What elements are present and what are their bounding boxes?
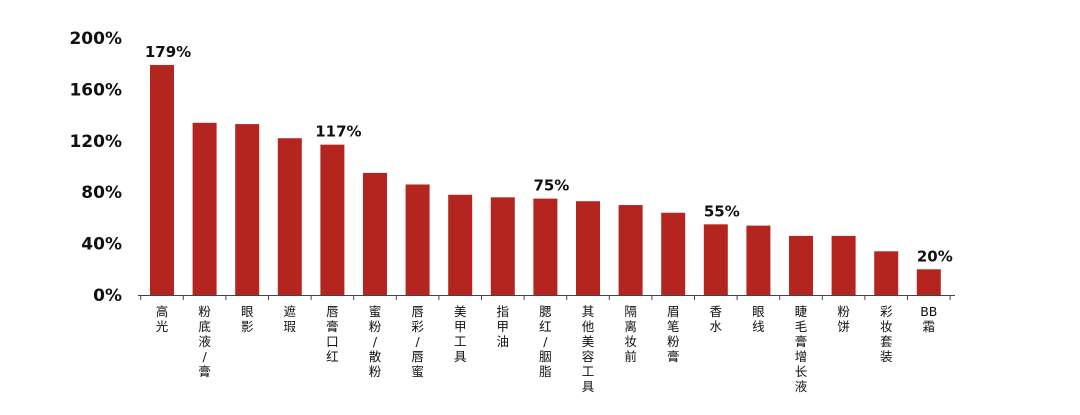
data-label: 55% <box>704 202 740 220</box>
data-label: 179% <box>145 43 191 61</box>
bar <box>490 197 515 295</box>
x-tick-label: BB 霜 <box>920 304 937 334</box>
bar <box>150 64 174 295</box>
bar <box>235 124 260 295</box>
x-tick-label: 眼线 <box>752 304 765 334</box>
data-label: 117% <box>315 123 361 141</box>
bar <box>320 144 345 295</box>
bar <box>576 201 600 295</box>
x-tick-label: 腮红/胭脂 <box>539 304 552 379</box>
x-tick-label: 粉饼 <box>837 304 850 334</box>
y-tick-label: 40% <box>81 235 122 255</box>
x-tick-label: 彩妆套装 <box>880 304 893 364</box>
bar <box>661 212 686 295</box>
y-axis: 0% 40% 80% 120% 160% 200% <box>69 29 122 306</box>
bar <box>789 235 813 295</box>
x-tick-label: 香水 <box>710 304 723 334</box>
x-tick-label: 粉底液/膏 <box>198 304 211 379</box>
x-tick-label: 美甲工具 <box>454 304 467 364</box>
x-tick-label: 高光 <box>156 304 169 334</box>
bar <box>277 138 302 295</box>
x-tick-label: 指甲油 <box>497 304 510 349</box>
x-tick-label: 隔离妆前 <box>624 304 637 364</box>
x-tick-label: 睫毛膏增长液 <box>795 304 808 394</box>
bar <box>831 235 856 295</box>
y-tick-label: 0% <box>93 286 122 306</box>
x-tick-label: 蜜粉/散粉 <box>369 304 382 379</box>
data-label: 75% <box>533 177 569 195</box>
bar <box>533 198 558 295</box>
bar <box>746 225 771 295</box>
bars <box>150 64 941 295</box>
bar <box>448 194 473 295</box>
bar <box>363 172 387 295</box>
y-tick-label: 200% <box>69 29 122 49</box>
x-tick-label: 其他美容工具 <box>582 304 595 394</box>
y-tick-label: 160% <box>69 80 122 100</box>
bar <box>192 122 217 295</box>
bar <box>618 205 643 295</box>
bar <box>405 184 430 295</box>
bar <box>874 251 899 295</box>
bar <box>916 269 941 295</box>
data-labels: 179% 117% 75% 55% 20% <box>145 43 953 265</box>
y-tick-label: 120% <box>69 132 122 152</box>
x-axis <box>138 295 955 300</box>
y-tick-label: 80% <box>81 183 122 203</box>
x-tick-label: 眉笔粉膏 <box>667 304 680 364</box>
x-tick-label: 唇彩/唇蜜 <box>411 304 424 379</box>
bar <box>703 224 728 295</box>
data-label: 20% <box>917 247 953 265</box>
x-tick-label: 遮瑕 <box>284 304 297 334</box>
x-tick-label: 眼影 <box>241 304 254 334</box>
x-tick-label: 唇膏口红 <box>326 304 339 364</box>
